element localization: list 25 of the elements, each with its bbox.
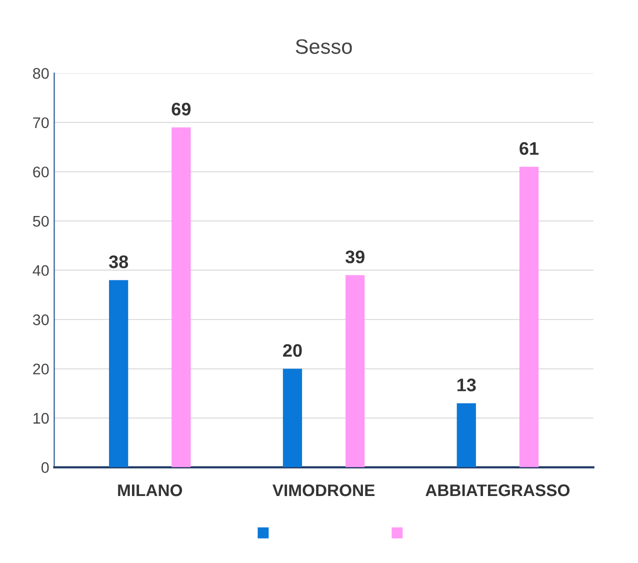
y-tick-label: 70 — [33, 117, 49, 128]
bar — [282, 368, 302, 468]
bar — [109, 280, 128, 468]
data-label: 38 — [108, 255, 128, 268]
y-tick-label: 10 — [34, 412, 49, 424]
data-label: 61 — [520, 142, 539, 155]
y-tick-label: 80 — [33, 68, 49, 79]
y-tick-label: 20 — [33, 364, 49, 374]
x-tick-label: MILANO — [118, 484, 182, 496]
y-tick-label: 30 — [32, 314, 49, 326]
x-tick-label: VIMODRONE — [272, 484, 375, 496]
chart-title: Sesso — [296, 39, 352, 54]
y-tick-label: 50 — [32, 216, 49, 227]
data-label: 13 — [457, 378, 476, 392]
bar — [172, 127, 191, 468]
y-tick-label: 60 — [33, 166, 49, 178]
data-label: 39 — [345, 250, 364, 264]
y-tick-label: 40 — [32, 265, 49, 276]
bar — [519, 166, 539, 468]
y-tick-label: 0 — [41, 462, 49, 473]
bar — [346, 275, 365, 468]
data-label: 20 — [283, 344, 302, 357]
x-tick-label: ABBIATEGRASSO — [426, 484, 570, 496]
bar — [456, 403, 476, 468]
data-label: 69 — [172, 102, 191, 116]
